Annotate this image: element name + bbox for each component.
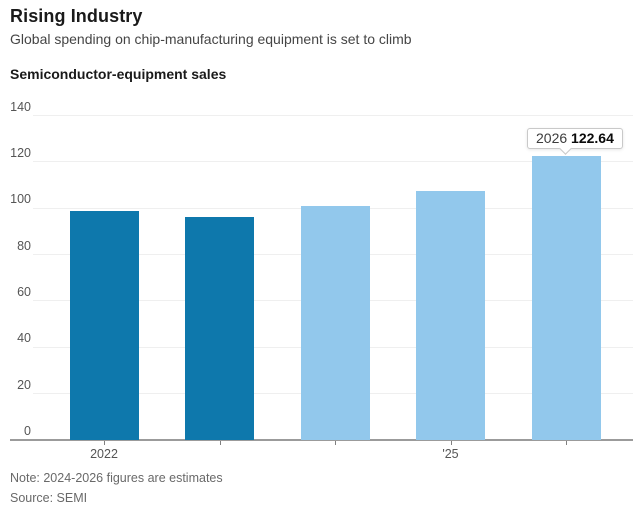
tooltip-year-label: 2026 — [536, 130, 568, 146]
tooltip: 2026 122.64 — [527, 128, 623, 155]
x-axis-label-3: '25 — [442, 447, 459, 461]
x-axis-tick-2023 — [219, 441, 221, 445]
y-axis-label-40: 40 — [17, 331, 31, 346]
x-axis-tick-2025 — [450, 441, 452, 445]
source-line: Source: SEMI — [10, 491, 88, 505]
chart-title: Semiconductor-equipment sales — [10, 66, 227, 82]
x-axis-tick-2026 — [566, 441, 567, 445]
y-axis-label-20: 20 — [17, 377, 31, 392]
bar-2025[interactable] — [416, 191, 485, 440]
gridline-120 — [33, 161, 633, 163]
bar-2022[interactable] — [69, 211, 139, 440]
y-axis-label-120: 120 — [10, 145, 31, 160]
bar-2023[interactable] — [185, 217, 254, 440]
y-axis-label-140: 140 — [10, 99, 31, 114]
bar-2024[interactable] — [300, 206, 370, 440]
tooltip-value: 122.64 — [571, 130, 614, 146]
footnote: Note: 2024-2026 figures are estimates — [10, 471, 223, 485]
x-axis-tick-2022 — [104, 441, 105, 445]
y-axis-label-100: 100 — [10, 192, 31, 207]
page-title: Rising Industry — [10, 6, 143, 26]
y-axis-label-80: 80 — [17, 238, 31, 253]
gridline-140 — [33, 115, 633, 116]
x-axis-label-0: 2022 — [90, 447, 118, 461]
plot-area: 0 20 40 60 80 100 120 140 2022 '25 — [0, 100, 633, 468]
x-axis-baseline — [10, 439, 633, 441]
bar-2026[interactable] — [531, 156, 601, 440]
y-axis-label-60: 60 — [17, 284, 31, 299]
y-axis-label-0: 0 — [24, 424, 31, 438]
x-axis-tick-2024 — [335, 441, 336, 445]
page-subtitle: Global spending on chip-manufacturing eq… — [10, 31, 412, 47]
